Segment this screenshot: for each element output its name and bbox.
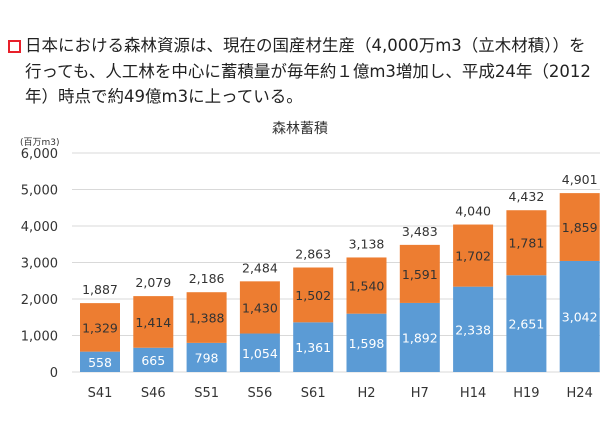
data-label: 1,540 xyxy=(349,279,385,294)
data-label: 1,859 xyxy=(562,220,598,235)
x-tick-label: H19 xyxy=(513,386,539,401)
data-label: 2,338 xyxy=(455,322,491,337)
bar-segment xyxy=(133,296,174,348)
data-label: 2,651 xyxy=(509,317,545,332)
total-label: 2,186 xyxy=(189,271,225,286)
total-label: 4,901 xyxy=(562,172,598,187)
y-tick-label: 1,000 xyxy=(21,330,58,345)
x-tick-label: H24 xyxy=(567,386,593,401)
description-text: 日本における森林資源は、現在の国産材生産（4,000万m3（立木材積））を行って… xyxy=(25,36,591,106)
y-tick-label: 5,000 xyxy=(21,184,58,199)
y-axis-unit: (百万m3) xyxy=(20,138,60,148)
bar-segment xyxy=(239,281,280,334)
bar-segment xyxy=(506,210,547,276)
data-label: 1,430 xyxy=(242,300,278,315)
bar-segment xyxy=(399,302,440,372)
x-tick-label: H14 xyxy=(460,386,486,401)
y-tick-label: 0 xyxy=(50,366,58,381)
bar-segment xyxy=(133,347,174,372)
data-label: 1,414 xyxy=(135,315,171,330)
bar-segment xyxy=(293,322,334,372)
data-label: 1,702 xyxy=(455,249,491,264)
total-label: 1,887 xyxy=(82,282,118,297)
data-label: 665 xyxy=(141,353,165,368)
data-label: 798 xyxy=(195,350,219,365)
bullet-icon xyxy=(8,40,21,53)
data-label: 1,329 xyxy=(82,320,118,335)
data-label: 1,502 xyxy=(295,288,331,303)
bar-segment xyxy=(399,244,440,303)
bar-segment xyxy=(559,260,600,372)
total-label: 3,138 xyxy=(349,236,385,251)
bar-segment xyxy=(559,193,600,261)
bar-segment xyxy=(80,351,120,372)
bar-segment xyxy=(346,313,387,372)
data-label: 1,054 xyxy=(242,346,278,361)
x-tick-label: S41 xyxy=(88,386,113,401)
bar-segment xyxy=(186,342,227,372)
data-label: 1,591 xyxy=(402,267,438,282)
data-label: 1,361 xyxy=(295,340,331,355)
total-label: 3,483 xyxy=(402,224,438,239)
y-tick-label: 2,000 xyxy=(21,293,58,308)
bar-segment xyxy=(453,286,494,372)
data-label: 1,598 xyxy=(349,336,385,351)
data-label: 1,892 xyxy=(402,330,438,345)
chart-title: 森林蓄積 xyxy=(272,121,328,137)
y-tick-label: 4,000 xyxy=(21,220,58,235)
bar-segment xyxy=(506,275,547,372)
bar-segment xyxy=(346,257,387,314)
x-tick-label: H7 xyxy=(411,386,429,401)
total-label: 4,040 xyxy=(455,204,491,219)
bar-segment xyxy=(80,303,120,352)
x-tick-label: S56 xyxy=(248,386,273,401)
data-label: 558 xyxy=(88,355,112,370)
data-label: 3,042 xyxy=(562,309,598,324)
total-label: 2,079 xyxy=(135,275,171,290)
data-label: 1,781 xyxy=(509,236,545,251)
bar-segment xyxy=(293,267,334,323)
x-tick-label: S51 xyxy=(194,386,219,401)
total-label: 4,432 xyxy=(509,189,545,204)
total-label: 2,863 xyxy=(295,247,331,262)
x-tick-label: S46 xyxy=(141,386,166,401)
y-tick-label: 3,000 xyxy=(21,257,58,272)
total-label: 2,484 xyxy=(242,260,278,275)
data-label: 1,388 xyxy=(189,311,225,326)
x-tick-label: S61 xyxy=(301,386,326,401)
y-tick-label: 6,000 xyxy=(21,147,58,162)
bar-segment xyxy=(453,224,494,287)
bar-segment xyxy=(186,292,227,343)
x-tick-label: H2 xyxy=(357,386,375,401)
bar-segment xyxy=(239,333,280,372)
